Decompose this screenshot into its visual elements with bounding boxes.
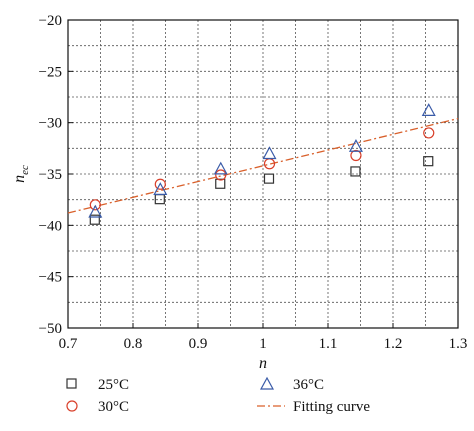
point-36c xyxy=(88,204,103,218)
point-36c xyxy=(213,161,228,175)
point-30c xyxy=(154,178,166,190)
x-tick-label: 1 xyxy=(259,336,267,352)
x-tick-label: 0.8 xyxy=(124,336,143,352)
x-axis-label: n xyxy=(259,355,267,372)
point-36c xyxy=(262,146,277,160)
y-tick-label: −45 xyxy=(39,270,62,286)
y-axis-label-main: n xyxy=(11,175,28,183)
point-36c xyxy=(348,139,363,152)
point-25c xyxy=(154,194,165,205)
ticks: 0.7 0.8 0.9 1 1.1 1.2 1.3 −20 −25 −30 −35 −40 −45 −50 xyxy=(39,13,468,352)
point-25c xyxy=(263,173,275,184)
y-tick-label: −40 xyxy=(39,218,62,234)
point-36c xyxy=(421,103,436,116)
x-tick-label: 0.7 xyxy=(59,336,78,352)
y-tick-label: −35 xyxy=(39,167,62,183)
point-25c xyxy=(423,156,434,167)
y-tick-label: −25 xyxy=(39,64,62,80)
x-tick-label: 1.2 xyxy=(384,336,403,352)
marks xyxy=(88,103,436,225)
y-axis-label: nec xyxy=(11,165,31,183)
x-tick-label: 1.3 xyxy=(449,336,468,352)
point-30c xyxy=(350,149,362,162)
fitting-curve-layer xyxy=(67,117,459,214)
legend-swatch xyxy=(66,378,77,389)
y-axis-label-subscript: ec xyxy=(19,165,31,175)
legend-label: 36°C xyxy=(293,377,324,393)
grid xyxy=(67,19,459,329)
legend-label: Fitting curve xyxy=(293,399,370,415)
point-30c xyxy=(423,127,435,139)
x-tick-label: 0.9 xyxy=(189,336,208,352)
point-25c xyxy=(215,178,226,189)
point-25c xyxy=(89,214,100,225)
y-tick-label: −50 xyxy=(39,321,62,337)
point-36c xyxy=(153,182,168,195)
legend-label: 25°C xyxy=(98,377,129,393)
point-30c xyxy=(89,199,101,211)
legend-label: 30°C xyxy=(98,399,129,415)
legend-swatch xyxy=(66,400,78,412)
fitting-curve-line xyxy=(67,117,459,214)
point-25c xyxy=(350,166,361,177)
legend-swatch xyxy=(259,376,275,390)
y-tick-label: −30 xyxy=(39,116,62,132)
legend: 25°C 30°C 36°C Fitting curve xyxy=(66,376,370,415)
y-tick-label: −20 xyxy=(39,13,62,29)
point-30c xyxy=(215,169,227,181)
x-tick-label: 1.1 xyxy=(319,336,338,352)
